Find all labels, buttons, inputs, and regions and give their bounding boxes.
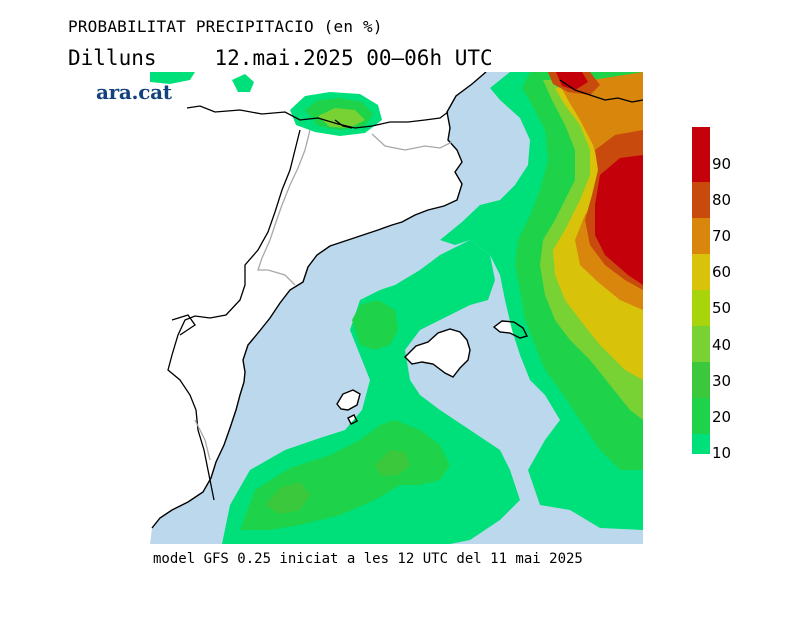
coastline-formentera (347, 414, 358, 425)
border-catalonia-aragon (257, 129, 311, 286)
legend-label-60: 60 (712, 263, 732, 281)
band-20-balearic (352, 300, 398, 350)
legend-swatch-10 (692, 434, 710, 454)
legend-label-50: 50 (712, 299, 732, 317)
legend-swatch-20 (692, 398, 710, 434)
band-10-topblob (232, 74, 254, 92)
legend-label-10: 10 (712, 444, 732, 462)
legend-label-90: 90 (712, 155, 732, 173)
band-40-pyrenees (318, 108, 365, 128)
forecast-date-range: 12.mai.2025 00–06h UTC (214, 46, 493, 70)
coastline-iberia (151, 72, 487, 529)
legend-label-80: 80 (712, 191, 732, 209)
band-90-top (556, 72, 588, 90)
band-90-east (595, 155, 643, 285)
band-40-southwest (265, 482, 310, 514)
legend-swatch-40 (692, 326, 710, 362)
coastline-eivissa (336, 389, 361, 411)
legend-label-30: 30 (712, 372, 732, 390)
legend-colorbar (692, 127, 710, 454)
legend-swatch-80 (692, 182, 710, 218)
coastlines (151, 72, 529, 529)
border-andorra (334, 119, 353, 129)
land-iberia (150, 72, 486, 544)
legend-swatch-top (692, 127, 710, 146)
aracat-logo[interactable]: ara.cat (96, 80, 172, 104)
forecast-period: Dilluns 12.mai.2025 00–06h UTC (68, 46, 493, 70)
forecast-day: Dilluns (68, 46, 157, 70)
band-10-topleft (150, 72, 195, 84)
model-info: model GFS 0.25 iniciat a les 12 UTC del … (153, 551, 583, 567)
chart-title: PROBABILITAT PRECIPITACIO (en %) (68, 17, 383, 36)
border-france-italy (559, 79, 643, 103)
legend-swatch-60 (692, 254, 710, 290)
legend-swatch-50 (692, 290, 710, 326)
coastline-menorca (492, 320, 529, 339)
probability-shading (150, 72, 643, 544)
border-france-spain (186, 105, 449, 129)
border-valencia-internal (194, 419, 211, 461)
legend-label-70: 70 (712, 227, 732, 245)
island-mallorca (405, 329, 470, 377)
legend-swatch-70 (692, 218, 710, 254)
band-40-southmid (375, 450, 410, 476)
border-catalonia-internal (371, 133, 453, 151)
legend-label-20: 20 (712, 408, 732, 426)
legend-swatch-30 (692, 362, 710, 398)
legend-label-40: 40 (712, 336, 732, 354)
legend-swatch-90 (692, 146, 710, 182)
border-valencia-north (171, 314, 196, 336)
borders (167, 79, 643, 501)
border-aragon-west (167, 129, 301, 501)
coastline-mallorca (404, 328, 471, 378)
